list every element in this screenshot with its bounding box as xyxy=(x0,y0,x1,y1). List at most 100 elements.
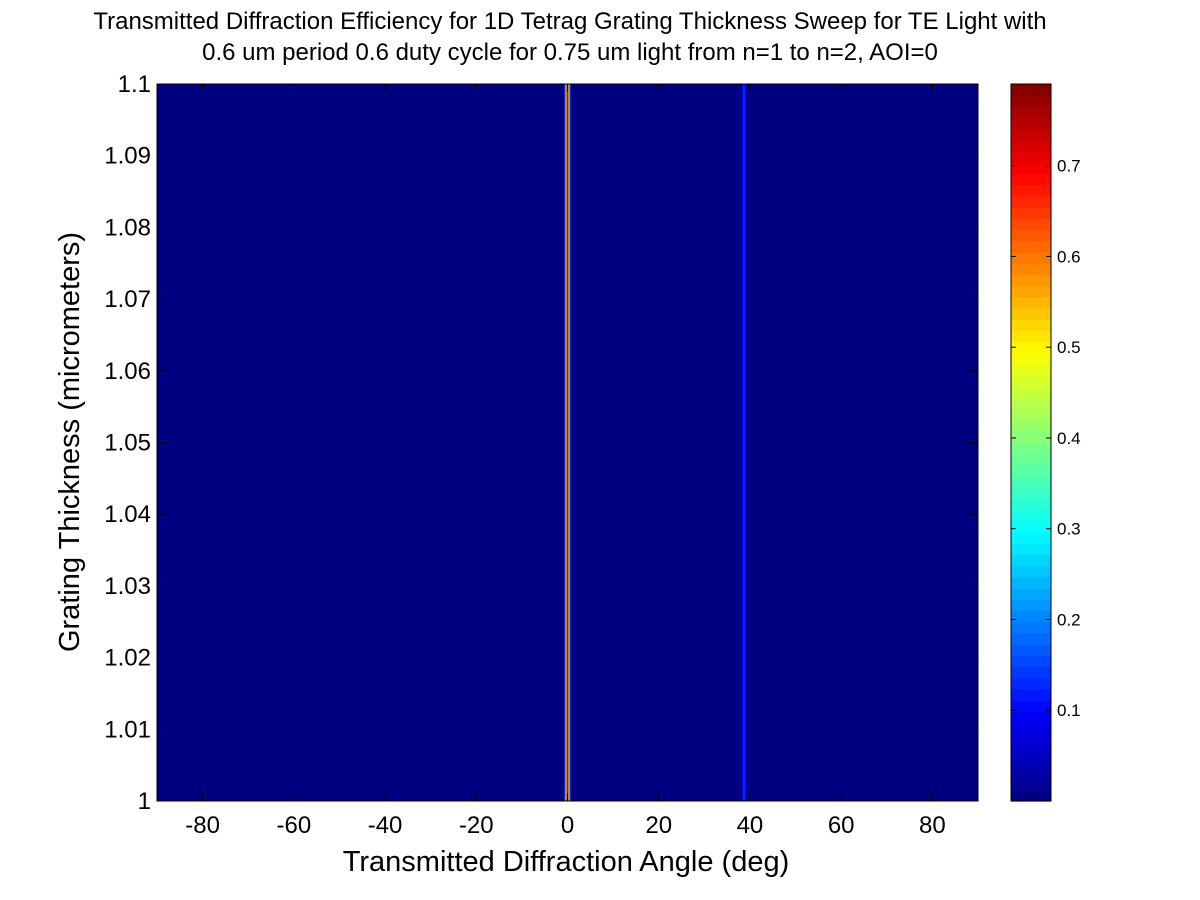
x-axis: -80 -60 -40 -20 0 20 40 60 80 xyxy=(185,84,946,839)
colorbar-segment xyxy=(1011,487,1051,500)
colorbar-segment xyxy=(1011,520,1051,533)
colorbar-segment xyxy=(1011,296,1051,309)
colorbar-segment xyxy=(1011,207,1051,220)
peak-line-column xyxy=(744,84,746,801)
colorbar-segment xyxy=(1011,498,1051,511)
colorbar-segment xyxy=(1011,554,1051,567)
colorbar-segment xyxy=(1011,184,1051,197)
colorbar-segment xyxy=(1011,106,1051,119)
colorbar-ticks: 0.1 0.2 0.3 0.4 0.5 0.6 0.7 xyxy=(1011,157,1081,720)
x-tick-label: 40 xyxy=(737,812,764,839)
peak-line-column xyxy=(743,84,745,801)
x-tick-label: 0 xyxy=(561,812,574,839)
colorbar-segment xyxy=(1011,386,1051,399)
colorbar-segment xyxy=(1011,263,1051,276)
colorbar-segment xyxy=(1011,588,1051,600)
colorbar-segment xyxy=(1011,532,1051,544)
y-axis-label: Grating Thickness (micrometers) xyxy=(54,232,86,652)
peak-line-1 xyxy=(563,84,572,801)
colorbar-tick-label: 0.1 xyxy=(1057,701,1081,720)
colorbar-segment xyxy=(1011,229,1051,242)
colorbar-segment xyxy=(1011,464,1051,477)
colorbar-segment xyxy=(1011,700,1051,712)
colorbar-segment xyxy=(1011,565,1051,578)
peak-line-column xyxy=(567,84,569,801)
peak-line-column xyxy=(564,84,566,801)
colorbar-segment xyxy=(1011,117,1051,130)
x-tick-label: -20 xyxy=(459,812,494,839)
peak-line-column xyxy=(740,84,742,801)
colorbar-segment xyxy=(1011,666,1051,679)
colorbar-segment xyxy=(1011,352,1051,365)
colorbar-segment xyxy=(1011,84,1051,96)
peak-line-column xyxy=(570,84,572,801)
y-axis: 1 1.01 1.02 1.03 1.04 1.05 1.06 1.07 1.08 1.09 1.1 xyxy=(104,71,978,815)
peak-line-column xyxy=(742,84,744,801)
colorbar-segment xyxy=(1011,621,1051,634)
colorbar-segment xyxy=(1011,453,1051,466)
colorbar-segment xyxy=(1011,744,1051,757)
y-tick-label: 1.03 xyxy=(104,573,151,600)
colorbar-segment xyxy=(1011,688,1051,701)
x-tick-label: 60 xyxy=(828,812,855,839)
x-tick-label: 20 xyxy=(645,812,672,839)
colorbar-segment xyxy=(1011,509,1051,522)
colorbar-frame xyxy=(1010,83,1052,802)
y-tick-label: 1.08 xyxy=(104,214,151,241)
peak-line-column xyxy=(568,84,570,801)
colorbar-segment xyxy=(1011,610,1051,623)
colorbar-segment xyxy=(1011,599,1051,612)
colorbar-segment xyxy=(1011,431,1051,444)
peak-line-column xyxy=(741,84,743,801)
y-tick-label: 1.07 xyxy=(104,286,151,313)
x-tick-label: -60 xyxy=(276,812,311,839)
colorbar-segment xyxy=(1011,274,1051,287)
colorbar-segment xyxy=(1011,375,1051,388)
colorbar-segment xyxy=(1011,341,1051,354)
colorbar-segment xyxy=(1011,252,1051,264)
colorbar-tick-label: 0.6 xyxy=(1057,247,1081,266)
colorbar-tick-label: 0.4 xyxy=(1057,429,1081,448)
colorbar-segment xyxy=(1011,140,1051,152)
colorbar-segment xyxy=(1011,397,1051,410)
x-tick-label: -40 xyxy=(368,812,403,839)
y-tick-label: 1.01 xyxy=(104,716,151,743)
colorbar-segment xyxy=(1011,162,1051,175)
colorbar-segment xyxy=(1011,240,1051,253)
colorbar-tick-label: 0.5 xyxy=(1057,338,1081,357)
peak-line-column xyxy=(745,84,747,801)
peak-line-2 xyxy=(740,84,749,801)
colorbar xyxy=(1011,84,1051,802)
colorbar-segment xyxy=(1011,151,1051,164)
y-tick-label: 1.02 xyxy=(104,645,151,672)
chart-title-line-1: Transmitted Diffraction Efficiency for 1… xyxy=(93,8,1046,35)
y-tick-label: 1.09 xyxy=(104,143,151,170)
colorbar-segment xyxy=(1011,476,1051,488)
colorbar-segment xyxy=(1011,128,1051,141)
colorbar-segment xyxy=(1011,711,1051,724)
colorbar-tick-label: 0.3 xyxy=(1057,520,1081,539)
x-tick-label: 80 xyxy=(919,812,946,839)
colorbar-segment xyxy=(1011,756,1051,768)
colorbar-segment xyxy=(1011,420,1051,432)
colorbar-segment xyxy=(1011,408,1051,421)
colorbar-segment xyxy=(1011,364,1051,376)
y-tick-label: 1.06 xyxy=(104,358,151,385)
peak-line-column xyxy=(569,84,571,801)
x-axis-label: Transmitted Diffraction Angle (deg) xyxy=(343,846,789,878)
colorbar-segment xyxy=(1011,677,1051,690)
y-tick-label: 1.05 xyxy=(104,430,151,457)
peak-line-column xyxy=(747,84,749,801)
colorbar-segment xyxy=(1011,576,1051,589)
colorbar-segment xyxy=(1011,644,1051,656)
colorbar-segment xyxy=(1011,733,1051,746)
colorbar-segment xyxy=(1011,442,1051,455)
colorbar-segment xyxy=(1011,789,1051,802)
chart-title-line-2: 0.6 um period 0.6 duty cycle for 0.75 um… xyxy=(202,39,938,66)
colorbar-segment xyxy=(1011,778,1051,791)
peak-line-column xyxy=(566,84,568,801)
colorbar-segment xyxy=(1011,330,1051,343)
y-tick-label: 1.04 xyxy=(104,501,151,528)
x-tick-label: -80 xyxy=(185,812,220,839)
colorbar-segment xyxy=(1011,543,1051,556)
